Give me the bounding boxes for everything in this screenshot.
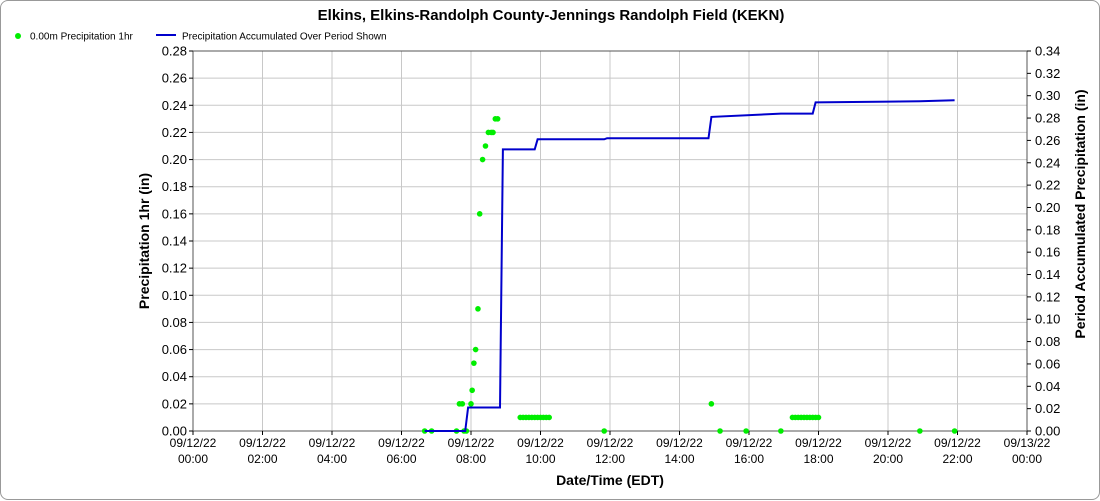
x-tick-label-date: 09/12/22	[378, 436, 425, 450]
y-tick-label: 0.12	[162, 261, 187, 276]
x-tick-label-time: 18:00	[803, 452, 833, 466]
y2-tick-label: 0.26	[1035, 133, 1060, 148]
x-axis-ticks: 09/12/22 00:00 09/12/22 02:00 09/12/22 04:00 0…	[170, 431, 1051, 466]
precip-1hr-point	[815, 414, 822, 421]
x-tick-label-time: 12:00	[595, 452, 625, 466]
y2-tick-label: 0.14	[1035, 267, 1060, 282]
x-tick-label-date: 09/13/22	[1004, 436, 1051, 450]
precip-1hr-point	[421, 428, 428, 434]
precip-1hr-point	[469, 387, 475, 394]
x-tick-label-time: 14:00	[664, 452, 694, 466]
x-axis-label: Date/Time (EDT)	[556, 472, 664, 488]
x-tick-label-date: 09/12/22	[656, 436, 703, 450]
x-tick-label-time: 08:00	[456, 452, 486, 466]
precip-1hr-point	[475, 306, 481, 312]
x-tick-label-date: 09/12/22	[795, 436, 842, 450]
y2-tick-label: 0.12	[1035, 289, 1060, 304]
x-tick-label-time: 20:00	[873, 452, 903, 466]
y-axis-ticks: 0.00 0.02 0.04 0.06 0.08 0.10 0.12 0.14 0.16 0.18…	[162, 44, 193, 439]
y2-tick-label: 0.02	[1035, 401, 1060, 416]
y-tick-label: 0.06	[162, 342, 187, 357]
y-tick-label: 0.00	[162, 424, 187, 439]
precip-1hr-point	[459, 401, 466, 407]
precip-1hr-point	[917, 428, 923, 434]
precip-1hr-point	[546, 414, 552, 421]
y2-tick-label: 0.24	[1035, 155, 1060, 170]
x-tick-label-time: 00:00	[178, 452, 208, 466]
x-tick-label-time: 06:00	[386, 452, 416, 466]
grid	[192, 50, 1028, 432]
x-tick-label-time: 02:00	[247, 452, 277, 466]
y-tick-label: 0.24	[162, 98, 187, 113]
y-tick-label: 0.08	[162, 315, 187, 330]
y-tick-label: 0.10	[162, 288, 187, 303]
precip-1hr-point	[472, 346, 479, 353]
plot-area	[421, 99, 958, 434]
precip-1hr-point	[476, 211, 483, 217]
x-tick-label-time: 04:00	[317, 452, 347, 466]
y-axis-label: Precipitation 1hr (in)	[136, 173, 152, 309]
legend-marker-precip-1hr	[15, 33, 21, 39]
precip-1hr-point	[468, 401, 474, 407]
legend-label-precip-1hr: 0.00m Precipitation 1hr	[30, 32, 134, 43]
y-tick-label: 0.22	[162, 125, 187, 140]
y2-axis-ticks: 0.00 0.02 0.04 0.06 0.08 0.10 0.12 0.14 0.16 0.18…	[1027, 44, 1060, 439]
y2-tick-label: 0.18	[1035, 222, 1060, 237]
y-tick-label: 0.26	[162, 71, 187, 86]
x-tick-label-date: 09/12/22	[865, 436, 912, 450]
precip-1hr-point	[743, 428, 749, 434]
y-tick-label: 0.02	[162, 396, 187, 411]
precip-1hr-point	[951, 428, 958, 434]
x-tick-label-time: 16:00	[734, 452, 764, 466]
y-tick-label: 0.16	[162, 206, 187, 221]
precip-1hr-point	[708, 401, 715, 407]
y-tick-label: 0.18	[162, 179, 187, 194]
y2-tick-label: 0.28	[1035, 111, 1060, 126]
y2-tick-label: 0.30	[1035, 88, 1060, 103]
x-tick-label-time: 22:00	[942, 452, 972, 466]
y2-tick-label: 0.22	[1035, 178, 1060, 193]
precip-1hr-point	[601, 428, 608, 434]
precip-1hr-point	[494, 116, 501, 122]
x-tick-label-date: 09/12/22	[934, 436, 981, 450]
y2-tick-label: 0.32	[1035, 66, 1060, 81]
precip-1hr-point	[471, 360, 477, 366]
y2-tick-label: 0.20	[1035, 200, 1060, 215]
precip-1hr-point	[490, 129, 496, 136]
y-tick-label: 0.20	[162, 152, 187, 167]
x-tick-label-time: 00:00	[1012, 452, 1042, 466]
x-tick-label-time: 10:00	[525, 452, 555, 466]
y2-tick-label: 0.06	[1035, 356, 1060, 371]
x-tick-label-date: 09/12/22	[448, 436, 495, 450]
y-tick-label: 0.04	[162, 369, 187, 384]
y2-tick-label: 0.10	[1035, 312, 1060, 327]
precip-1hr-point	[479, 156, 486, 163]
x-tick-label-date: 09/12/22	[726, 436, 773, 450]
precip-1hr-point	[482, 143, 489, 149]
chart-title: Elkins, Elkins-Randolph County-Jennings …	[318, 7, 785, 24]
precip-1hr-point	[717, 428, 723, 434]
y2-tick-label: 0.00	[1035, 424, 1060, 439]
x-tick-label-date: 09/12/22	[517, 436, 564, 450]
precip-1hr-point	[778, 428, 784, 434]
y2-tick-label: 0.16	[1035, 245, 1060, 260]
accumulated-precip-line	[424, 99, 955, 432]
y2-tick-label: 0.04	[1035, 379, 1060, 394]
legend: 0.00m Precipitation 1hr Precipitation Ac…	[15, 32, 387, 43]
y-tick-label: 0.14	[162, 234, 187, 249]
y2-tick-label: 0.08	[1035, 334, 1060, 349]
x-tick-label-date: 09/12/22	[239, 436, 286, 450]
y2-axis-label: Period Accumulated Precipitation (in)	[1072, 89, 1088, 338]
x-tick-label-date: 09/12/22	[587, 436, 634, 450]
x-tick-label-date: 09/12/22	[170, 436, 217, 450]
x-tick-label-date: 09/12/22	[309, 436, 356, 450]
y-tick-label: 0.28	[162, 44, 187, 59]
legend-label-accumulated: Precipitation Accumulated Over Period Sh…	[182, 32, 387, 43]
y2-tick-label: 0.34	[1035, 44, 1060, 59]
